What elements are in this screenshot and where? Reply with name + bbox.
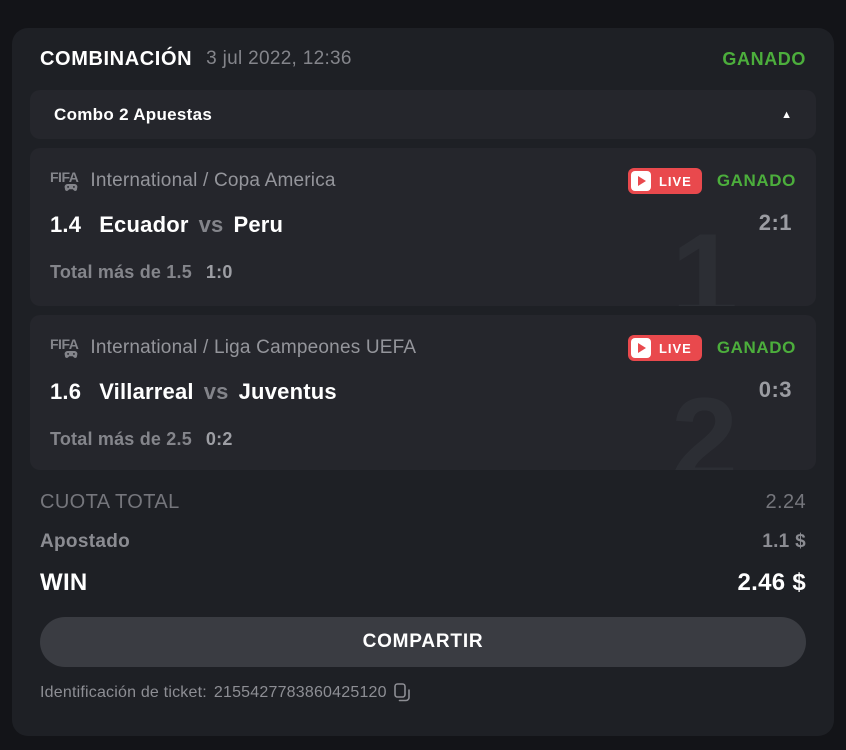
win-label: WIN [40,569,88,596]
odds-value: 1.4 [50,212,82,237]
bet-status-badge: GANADO [716,338,796,357]
bet-number-watermark: 1 [671,209,738,306]
vs-label: vs [203,379,229,404]
copy-icon[interactable] [393,683,410,702]
away-team: Juventus [238,379,337,404]
gamepad-icon [64,350,78,358]
match-line: 1.4 Ecuador vs Peru [50,212,796,238]
bet-status-badge: GANADO [716,171,796,190]
market-score: 1:0 [205,262,233,282]
fifa-esports-icon: FIFA [50,170,79,192]
match-score: 2:1 [758,210,792,235]
stake-label: Apostado [40,531,131,552]
live-label: LIVE [658,340,692,356]
win-row: WIN 2.46 $ [12,569,834,597]
combo-label: Combo 2 Apuestas [54,104,213,124]
bet-league-row: FIFA International / Liga Campeones UEFA… [50,335,796,361]
total-odds-value: 2.24 [765,491,806,513]
ticket-status-badge: GANADO [722,48,806,69]
bet-card-1: 1 FIFA International / Copa America LIVE… [30,148,816,306]
home-team: Villarreal [99,379,194,404]
market-label: Total más de 2.5 [50,429,192,449]
home-team: Ecuador [99,212,189,237]
ticket-id-row: Identificación de ticket: 21554277838604… [40,683,806,702]
play-icon [630,171,651,191]
match-line: 1.6 Villarreal vs Juventus [50,379,796,405]
bet-card-2: 2 FIFA International / Liga Campeones UE… [30,315,816,470]
market-label: Total más de 1.5 [50,262,192,282]
combo-header-row[interactable]: Combo 2 Apuestas ▲ [30,90,816,139]
play-icon [630,338,651,358]
ticket-type-title: COMBINACIÓN [40,47,193,70]
league-label: International / Liga Campeones UEFA [90,337,417,358]
live-badge: LIVE [627,335,702,361]
total-odds-row: CUOTA TOTAL 2.24 [12,491,834,514]
total-odds-label: CUOTA TOTAL [40,491,180,513]
stake-row: Apostado 1.1 $ [12,531,834,553]
market-line: Total más de 1.5 1:0 [50,262,796,283]
league-label: International / Copa America [90,170,336,191]
collapse-arrow-icon: ▲ [781,108,792,121]
market-score: 0:2 [205,429,233,449]
vs-label: vs [198,212,224,237]
bet-number-watermark: 2 [671,373,738,470]
win-value: 2.46 $ [737,569,806,596]
match-score: 0:3 [758,377,792,402]
fifa-esports-icon: FIFA [50,337,79,359]
bet-league-row: FIFA International / Copa America LIVE G… [50,168,796,194]
market-line: Total más de 2.5 0:2 [50,429,796,450]
live-label: LIVE [658,173,692,189]
away-team: Peru [233,212,284,237]
stake-value: 1.1 $ [762,531,806,552]
ticket-datetime: 3 jul 2022, 12:36 [206,48,352,69]
ticket-id-label: Identificación de ticket: [40,683,207,701]
ticket-id-value: 2155427783860425120 [213,683,387,701]
share-button[interactable]: COMPARTIR [40,617,806,667]
bet-ticket-card: COMBINACIÓN 3 jul 2022, 12:36 GANADO Com… [12,28,834,736]
ticket-header: COMBINACIÓN 3 jul 2022, 12:36 GANADO [12,28,834,90]
gamepad-icon [64,183,78,191]
odds-value: 1.6 [50,379,82,404]
live-badge: LIVE [627,168,702,194]
